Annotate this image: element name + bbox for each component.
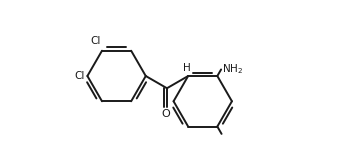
Text: Cl: Cl xyxy=(75,71,85,81)
Text: NH$_2$: NH$_2$ xyxy=(222,63,243,76)
Text: Cl: Cl xyxy=(91,36,101,46)
Text: H: H xyxy=(183,63,191,73)
Text: O: O xyxy=(161,109,171,119)
